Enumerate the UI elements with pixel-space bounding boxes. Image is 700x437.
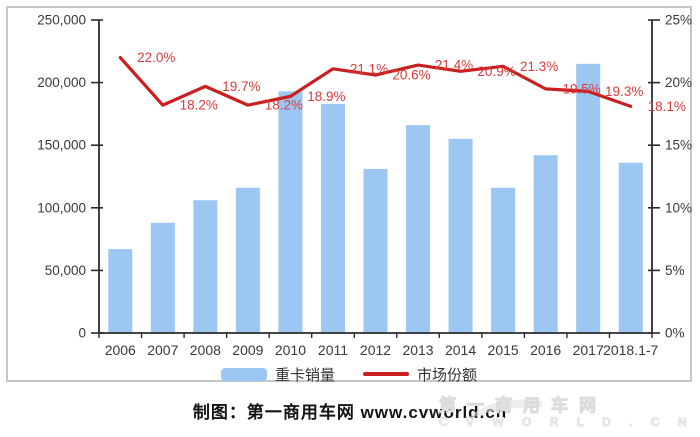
left-tick-label: 0 xyxy=(78,326,86,341)
point-label-2010: 18.9% xyxy=(307,89,345,104)
bar-2016 xyxy=(533,155,558,333)
bar-2018.1-7 xyxy=(618,162,643,333)
bar-2010 xyxy=(278,91,303,333)
point-label-2012: 20.6% xyxy=(392,68,430,83)
bar-2012 xyxy=(363,168,388,333)
x-label-2010: 2010 xyxy=(275,342,306,358)
right-tick-label: 15% xyxy=(665,138,692,153)
left-tick-label: 50,000 xyxy=(45,263,86,278)
x-label-2009: 2009 xyxy=(232,342,263,358)
x-label-2011: 2011 xyxy=(318,342,348,358)
legend-bar-label: 重卡销量 xyxy=(274,366,335,384)
x-label-2006: 2006 xyxy=(105,342,136,358)
x-label-2007: 2007 xyxy=(147,342,178,358)
left-tick-label: 150,000 xyxy=(37,138,86,153)
x-label-2018.1-7: 2018.1-7 xyxy=(603,342,658,358)
bar-2011 xyxy=(320,103,345,333)
combo-chart: 250,000 25% 200,000 20% 150,000 15% 100,000 10%… xyxy=(37,13,692,359)
point-label-2018.1-7: 18.1% xyxy=(648,99,686,114)
right-tick-label: 10% xyxy=(665,200,692,215)
point-label-2015: 21.3% xyxy=(520,59,558,74)
point-label-2007: 18.2% xyxy=(180,98,218,113)
bar-2007 xyxy=(150,222,175,333)
x-label-2016: 2016 xyxy=(530,342,561,358)
point-label-2011: 21.1% xyxy=(350,61,388,76)
bar-2017 xyxy=(576,63,601,333)
legend-bar-swatch xyxy=(220,367,267,381)
legend: 重卡销量 市场份额 xyxy=(8,364,690,384)
right-tick-label: 5% xyxy=(665,263,685,278)
x-label-2015: 2015 xyxy=(488,342,519,358)
bar-2008 xyxy=(193,200,218,333)
left-tick-label: 100,000 xyxy=(37,200,86,215)
x-label-2014: 2014 xyxy=(445,342,476,358)
point-label-2009: 18.2% xyxy=(265,98,303,113)
point-label-2016: 19.5% xyxy=(563,81,601,96)
legend-line-label: 市场份额 xyxy=(417,366,478,384)
bar-2015 xyxy=(491,187,516,333)
legend-line-swatch xyxy=(363,372,409,376)
x-label-2012: 2012 xyxy=(360,342,391,358)
legend-item-sales: 重卡销量 xyxy=(220,364,335,385)
bar-2009 xyxy=(235,187,260,333)
chart-frame: 250,000 25% 200,000 20% 150,000 15% 100,000 10%… xyxy=(6,6,692,384)
left-tick-label: 200,000 xyxy=(37,75,86,90)
legend-item-share: 市场份额 xyxy=(363,364,477,385)
point-label-2006: 22.0% xyxy=(137,50,175,65)
bar-2014 xyxy=(448,138,473,333)
right-tick-label: 20% xyxy=(665,75,692,90)
point-label-2008: 19.7% xyxy=(222,79,260,94)
left-tick-label: 250,000 xyxy=(37,13,86,28)
x-label-2008: 2008 xyxy=(190,342,221,358)
point-label-2013: 21.4% xyxy=(435,58,473,73)
x-label-2017: 2017 xyxy=(573,342,604,358)
point-label-2017: 19.3% xyxy=(605,84,643,99)
caption: 制图：第一商用车网 www.cvworld.cn xyxy=(192,403,508,422)
point-label-2014: 20.9% xyxy=(477,64,515,79)
bar-2006 xyxy=(108,249,133,333)
right-tick-label: 25% xyxy=(665,13,692,28)
bar-2013 xyxy=(406,125,431,333)
market-share-line xyxy=(118,55,633,108)
right-tick-label: 0% xyxy=(665,326,685,341)
x-label-2013: 2013 xyxy=(402,342,433,358)
